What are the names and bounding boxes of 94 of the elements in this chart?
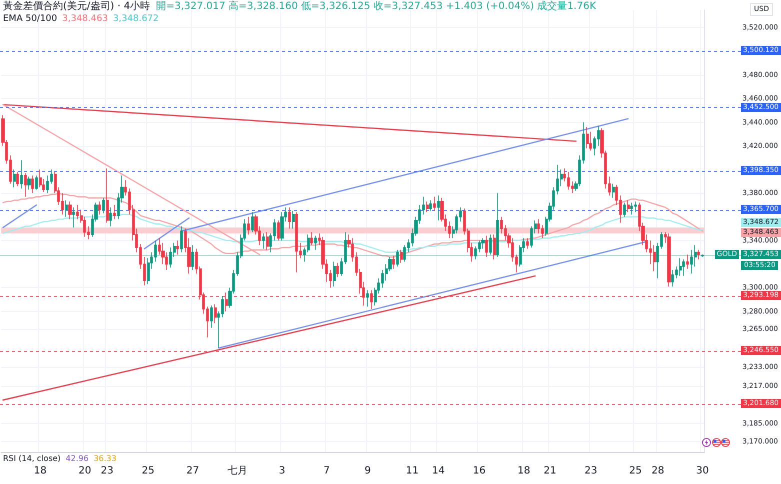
candlestick	[333, 261, 336, 287]
candlestick	[526, 238, 529, 250]
candlestick	[251, 212, 254, 233]
candlestick	[314, 235, 317, 250]
text: RSI (14, close)	[3, 454, 61, 463]
candlestick	[109, 206, 112, 227]
candlestick	[489, 234, 492, 256]
candlestick	[396, 250, 399, 267]
candlestick	[13, 169, 16, 188]
candlestick	[336, 262, 339, 278]
candlestick	[679, 258, 682, 276]
candlestick	[612, 183, 615, 198]
candlestick	[266, 232, 269, 250]
candlestick	[262, 232, 265, 250]
candlestick	[623, 202, 626, 218]
candlestick	[292, 210, 295, 230]
candlestick	[113, 204, 116, 220]
candlestick	[589, 131, 592, 152]
chart-subtitle: 開=3,327.017 高=3,328.160 低=3,326.125 收=3,327.453 +1.403 (+0.04%) 成交量1.76K	[156, 1, 596, 12]
x-tick-label: 9	[364, 466, 371, 476]
x-tick-label: 18	[34, 466, 47, 476]
candlestick	[295, 212, 298, 273]
text: 42.96	[66, 454, 89, 463]
annotation: 3,348.463	[62, 14, 108, 24]
candlestick	[280, 212, 284, 241]
x-tick-label: 27	[186, 466, 200, 476]
candlestick	[24, 172, 27, 198]
candlestick	[31, 175, 34, 194]
candlestick	[634, 201, 637, 212]
candlestick	[433, 196, 436, 212]
candlestick	[68, 201, 72, 220]
candlestick	[496, 192, 499, 258]
candlestick	[76, 204, 79, 220]
candlestick	[627, 200, 630, 212]
x-tick-label: 25	[629, 466, 642, 476]
candlestick	[667, 232, 671, 287]
candlestick	[537, 218, 540, 234]
candlestick	[39, 169, 42, 188]
candlestick	[701, 254, 704, 258]
candlestick	[191, 244, 194, 270]
candlestick	[169, 247, 172, 268]
x-tick-label: 25	[142, 466, 154, 476]
annotation: EMA 50/100	[3, 14, 58, 24]
candlestick	[671, 270, 674, 287]
x-tick-label: 20	[78, 466, 92, 476]
candlestick	[567, 172, 570, 190]
candlestick	[493, 234, 496, 260]
candlestick	[630, 202, 633, 215]
candlestick	[247, 216, 250, 235]
x-tick-label: 18	[518, 466, 530, 476]
candlestick	[20, 160, 23, 189]
x-tick-label: 七月	[227, 464, 248, 476]
candlestick	[277, 220, 280, 241]
x-tick-label: 7	[324, 466, 330, 476]
candlestick	[366, 290, 369, 308]
candlestick	[392, 255, 395, 270]
line-series	[2, 214, 704, 253]
candlestick	[176, 240, 179, 256]
candlestick	[35, 175, 38, 190]
x-tick-label: 30	[696, 466, 709, 476]
candlestick	[288, 206, 291, 230]
x-tick-label: 3	[278, 466, 286, 476]
x-tick-label: 28	[651, 466, 664, 476]
candlestick	[586, 126, 589, 149]
candlestick	[437, 195, 440, 221]
candlestick	[429, 200, 432, 212]
candlestick	[214, 304, 217, 324]
chart-title: 黃金差價合約(美元/盎司) · 4小時	[3, 1, 150, 12]
candlestick	[210, 305, 213, 328]
candlestick	[686, 254, 689, 270]
x-tick-label: 23	[100, 466, 114, 476]
candlestick	[400, 250, 403, 264]
candlestick	[27, 176, 31, 190]
candlestick	[485, 235, 488, 258]
candlestick	[310, 232, 313, 246]
candlestick	[72, 206, 75, 228]
candlestick	[697, 250, 700, 260]
candlestick	[65, 200, 68, 218]
candlestick	[106, 168, 109, 224]
candlestick	[16, 172, 19, 186]
candlestick	[682, 258, 685, 276]
x-tick-label: 16	[472, 466, 486, 476]
candlestick	[653, 244, 656, 272]
candlestick	[98, 201, 101, 215]
candlestick	[102, 198, 105, 214]
x-tick-label: 21	[544, 466, 556, 476]
x-tick-label: 14	[432, 466, 445, 476]
text: 36.33	[94, 454, 116, 463]
annotation: 3,348.672	[112, 14, 159, 24]
candlestick	[481, 238, 485, 250]
candlestick	[180, 226, 183, 253]
candlestick	[426, 201, 429, 212]
x-tick-label: 11	[406, 466, 419, 476]
x-tick-label: 23	[584, 466, 598, 476]
